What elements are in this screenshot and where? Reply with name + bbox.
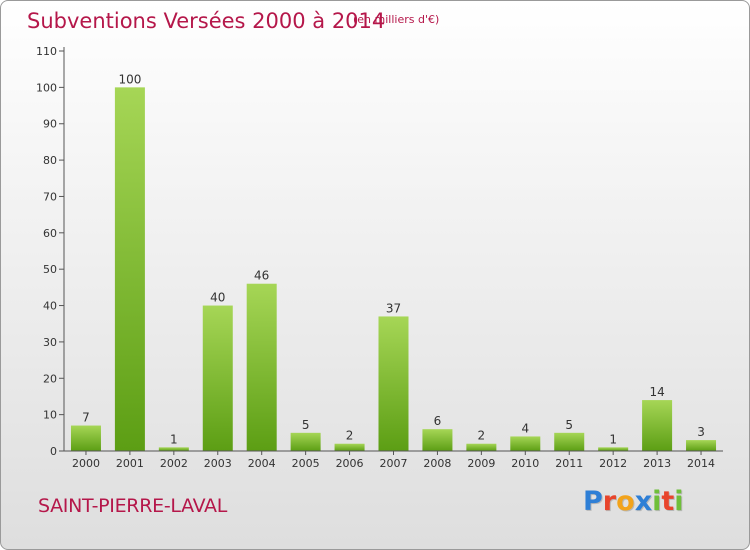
bar-2010 xyxy=(510,436,541,451)
y-tick-label: 40 xyxy=(43,300,57,313)
x-tick-label-2010: 2010 xyxy=(511,457,539,470)
bar-2012 xyxy=(598,447,629,451)
y-axis: 0 10 20 30 40 50 60 70 80 90 100 110 xyxy=(36,45,65,458)
x-tick-label-2005: 2005 xyxy=(292,457,320,470)
y-tick-label: 30 xyxy=(43,336,57,349)
value-label-2013: 14 xyxy=(649,385,664,399)
value-label-2003: 40 xyxy=(210,291,225,305)
x-tick-label-2004: 2004 xyxy=(248,457,276,470)
bar-2014 xyxy=(686,440,717,451)
logo-letter: r xyxy=(602,486,617,517)
y-tick-label: 50 xyxy=(43,263,57,276)
x-tick-label-2007: 2007 xyxy=(380,457,408,470)
x-tick-label-2008: 2008 xyxy=(423,457,451,470)
value-label-2006: 2 xyxy=(346,429,354,443)
x-tick-label-2009: 2009 xyxy=(467,457,495,470)
bar-2008 xyxy=(422,429,453,451)
y-tick-label: 110 xyxy=(36,45,57,58)
y-tick-label: 20 xyxy=(43,372,57,385)
x-axis: 2000 2001 2002 2003 2004 2005 2006 2007 2008 2009… xyxy=(64,450,723,470)
value-label-2009: 2 xyxy=(478,429,486,443)
value-label-2007: 37 xyxy=(386,301,401,315)
bars-group xyxy=(70,87,717,451)
y-tick-label: 90 xyxy=(43,118,57,131)
bar-2001 xyxy=(114,87,145,451)
value-label-2005: 5 xyxy=(302,418,310,432)
x-tick-label-2002: 2002 xyxy=(160,457,188,470)
value-label-2011: 5 xyxy=(565,418,573,432)
bar-2004 xyxy=(246,283,277,451)
chart-title: Subventions Versées 2000 à 2014 xyxy=(27,9,386,33)
x-tick-label-2001: 2001 xyxy=(116,457,144,470)
bar-2007 xyxy=(378,316,409,451)
bar-2009 xyxy=(466,443,497,451)
y-tick-label: 100 xyxy=(36,81,57,94)
logo-letter: x xyxy=(634,486,653,517)
logo-letter: P xyxy=(583,486,603,517)
proxiti-logo: Proxiti xyxy=(583,486,684,517)
bar-2013 xyxy=(642,400,673,451)
y-tick-label: 60 xyxy=(43,227,57,240)
bar-2000 xyxy=(70,425,101,451)
x-tick-label-2011: 2011 xyxy=(555,457,583,470)
value-label-2014: 3 xyxy=(697,425,705,439)
unit-note: (en milliers d'€) xyxy=(353,13,440,26)
x-tick-label-2006: 2006 xyxy=(336,457,364,470)
value-label-2001: 100 xyxy=(118,72,141,86)
y-tick-label: 80 xyxy=(43,154,57,167)
value-label-2002: 1 xyxy=(170,432,178,446)
value-label-2004: 46 xyxy=(254,269,269,283)
value-label-2008: 6 xyxy=(434,414,442,428)
value-label-2012: 1 xyxy=(609,432,617,446)
bar-2006 xyxy=(334,443,365,451)
y-tick-label: 0 xyxy=(50,445,57,458)
bar-2002 xyxy=(158,447,189,451)
x-tick-label-2013: 2013 xyxy=(643,457,671,470)
commune-name: SAINT-PIERRE-LAVAL xyxy=(38,495,228,517)
logo-letter: o xyxy=(616,486,635,517)
bar-2005 xyxy=(290,432,321,451)
value-label-2010: 4 xyxy=(521,421,529,435)
x-tick-label-2003: 2003 xyxy=(204,457,232,470)
bar-2011 xyxy=(554,432,585,451)
logo-letter: i xyxy=(674,486,684,517)
x-tick-label-2014: 2014 xyxy=(687,457,715,470)
logo-letter: t xyxy=(661,486,675,517)
bar-2003 xyxy=(202,305,233,451)
x-tick-label-2000: 2000 xyxy=(72,457,100,470)
logo-letter: i xyxy=(652,486,662,517)
y-tick-label: 70 xyxy=(43,190,57,203)
x-tick-label-2012: 2012 xyxy=(599,457,627,470)
value-label-2000: 7 xyxy=(82,411,90,425)
y-tick-label: 10 xyxy=(43,409,57,422)
